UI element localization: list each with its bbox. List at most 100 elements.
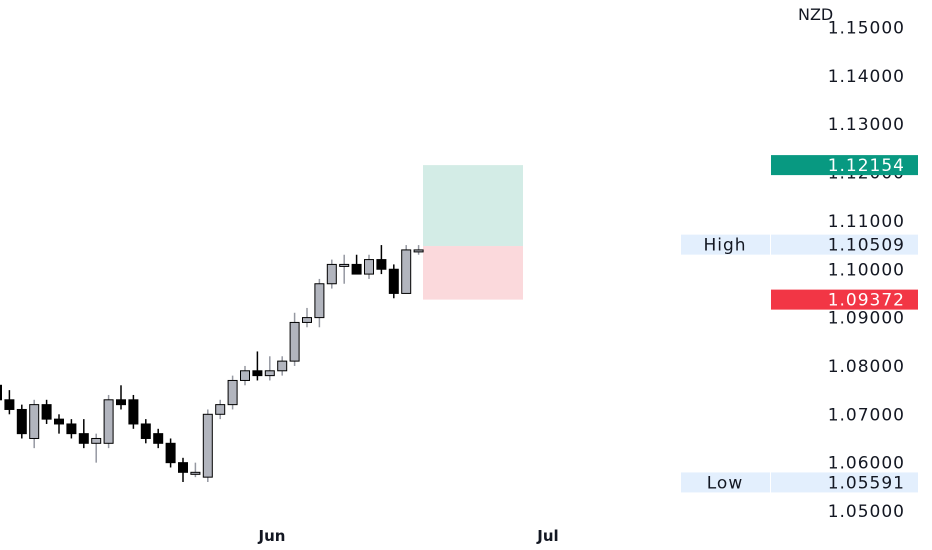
candle [413,245,424,255]
currency-label: NZD [798,5,833,24]
candle [215,399,226,420]
low-price-tag-value-bg [771,472,918,493]
candle-body [202,413,213,478]
candle [178,457,188,482]
low-price-tag-label: Low [707,473,743,493]
candle-body [140,423,151,439]
candle-body [165,442,176,464]
candle-body [41,404,52,420]
time-axis[interactable]: Jun Jul [258,527,559,545]
price-tick-label: 1.10000 [828,260,905,280]
target-zone[interactable] [423,165,523,247]
candle-body [16,408,27,435]
candle [227,375,238,410]
candle [153,428,164,449]
candle-body [339,263,350,267]
candle [190,462,201,478]
candle-body [264,370,275,377]
candle-body [190,471,201,475]
candle [388,264,399,299]
candle [41,399,52,424]
candle-body [153,433,164,444]
candle-body [215,404,226,415]
candle-body [376,259,387,270]
candle [103,394,114,449]
price-tick-label: 1.14000 [828,67,905,87]
stop-price-tag-value: 1.09372 [828,291,905,311]
price-tags: 1.12154 1.09372 High 1.10509 Low 1.05591 [681,155,918,493]
candle-body [0,384,2,401]
candle [165,438,176,468]
candlestick-series [0,245,424,482]
candle [302,307,312,328]
candle-body [116,399,126,406]
candle [326,259,337,289]
price-tick-label: 1.06000 [828,454,905,474]
candle [314,278,325,328]
price-axis[interactable]: 1.150001.140001.130001.120001.110001.100… [828,19,905,523]
high-price-tag-label-bg [681,234,770,255]
candle [0,384,2,401]
candle-body [66,423,77,435]
price-tick-label: 1.08000 [828,357,905,377]
candle-body [351,263,362,275]
candle-body [54,418,64,425]
candle-body [29,404,40,439]
price-tick-label: 1.15000 [828,19,905,39]
candle [289,312,300,366]
time-tick-label: Jun [258,527,286,545]
time-tick-label: Jul [536,527,558,545]
candle-body [314,283,325,319]
candle [252,351,263,381]
candle-body [289,321,300,362]
candle-body [277,360,288,372]
price-tick-label: 1.07000 [828,405,905,425]
candle-body [326,263,337,285]
price-tick-label: 1.09000 [828,309,905,329]
candle [16,404,27,439]
candle-body [78,433,89,444]
candle-body [103,399,114,444]
candle [78,419,89,449]
candle [401,245,412,294]
candle [264,356,275,381]
candle-body [227,379,238,406]
candle-body [388,268,399,294]
candle-body [91,437,102,444]
candle [202,409,213,482]
candle-body [364,259,374,275]
candle [128,394,139,429]
candle [140,419,151,444]
candle [376,245,387,275]
candle [116,385,126,410]
stop-price-tag-bg [771,289,918,310]
candle-body [178,462,188,473]
candle-body [401,249,412,294]
candle [4,390,15,415]
candle-body [252,370,263,377]
candle [91,433,102,463]
candle [29,399,40,449]
candle [66,419,77,439]
candle [240,365,250,386]
candle [277,356,288,376]
candle [351,254,362,275]
high-price-tag-value: 1.10509 [828,236,905,256]
candle [54,414,64,434]
high-price-tag-value-bg [771,234,918,255]
stop-zone[interactable] [423,246,523,300]
candle [364,254,374,279]
low-price-tag-label-bg [681,472,770,493]
candle-body [4,399,15,410]
price-tick-label: 1.05000 [828,502,905,522]
target-price-tag-value: 1.12154 [828,156,905,176]
candle-body [413,249,424,253]
candle [339,254,350,284]
price-tick-label: 1.13000 [828,115,905,135]
position-tool[interactable] [423,165,523,300]
target-price-tag-bg [771,155,918,176]
low-price-tag-value: 1.05591 [828,473,905,493]
candle-body [240,370,250,381]
candle-body [302,317,312,323]
